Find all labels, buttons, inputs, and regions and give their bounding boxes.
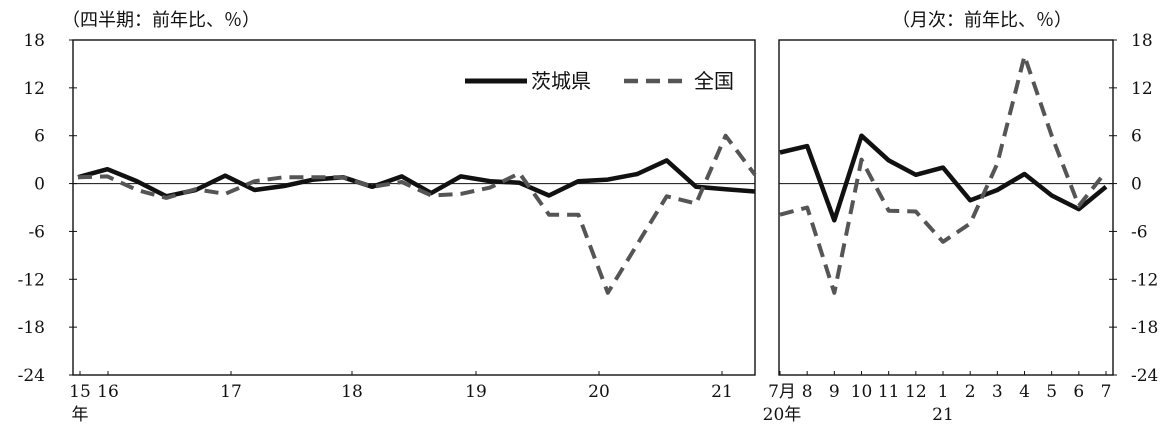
right-x-tick-label: 2 bbox=[965, 382, 976, 402]
left-x-tick-label: 19 bbox=[465, 382, 487, 402]
right-x-tick-label: 6 bbox=[1073, 382, 1084, 402]
right-y-tick-label: 12 bbox=[1131, 79, 1153, 99]
left-y-tick-label: -24 bbox=[18, 366, 45, 386]
right-unit-label: （月次：前年比、％） bbox=[892, 10, 1072, 31]
right-x-tick-label: 3 bbox=[992, 382, 1003, 402]
right-x-tick-label: 10 bbox=[851, 382, 873, 402]
left-x-unit-label: 年 bbox=[72, 405, 89, 425]
right-x-tick-label: 1 bbox=[938, 382, 949, 402]
left-x-tick-label: 20 bbox=[588, 382, 610, 402]
right-y-tick-label: 18 bbox=[1131, 31, 1153, 51]
right-y-tick-label: -12 bbox=[1131, 270, 1158, 290]
left-x-tick-label: 17 bbox=[220, 382, 242, 402]
left-x-tick-label: 18 bbox=[341, 382, 363, 402]
right-series-ibaraki-line bbox=[779, 133, 1108, 223]
right-y-tick-label: 6 bbox=[1131, 127, 1142, 147]
right-x-tick-label: 5 bbox=[1046, 382, 1057, 402]
left-x-tick-label: 21 bbox=[711, 382, 733, 402]
right-x-tick-label: 7月 bbox=[768, 382, 796, 402]
left-y-tick-label: -12 bbox=[18, 270, 45, 290]
right-plot-frame bbox=[778, 39, 1114, 376]
left-y-tick-label: 6 bbox=[34, 127, 45, 147]
legend-ibaraki-label: 茨城県 bbox=[531, 69, 591, 93]
left-series-ibaraki-line bbox=[77, 158, 756, 199]
left-plot-frame bbox=[72, 39, 756, 376]
left-series-national-line bbox=[77, 133, 757, 295]
right-y-tick-label: -18 bbox=[1131, 318, 1158, 338]
right-x-tick-label: 12 bbox=[905, 382, 927, 402]
left-y-tick-label: -18 bbox=[18, 318, 45, 338]
legend-national-label: 全国 bbox=[694, 69, 734, 93]
right-series-national-line bbox=[779, 54, 1108, 295]
right-y-tick-label: -6 bbox=[1131, 222, 1148, 242]
left-y-tick-label: 18 bbox=[23, 31, 45, 51]
left-y-tick-label: 12 bbox=[23, 79, 45, 99]
left-y-tick-label: -6 bbox=[28, 222, 45, 242]
right-y-tick-label: -24 bbox=[1131, 366, 1158, 386]
left-x-tick-label: 16 bbox=[97, 382, 119, 402]
left-unit-label: （四半期：前年比、％） bbox=[62, 10, 260, 31]
right-x-tick-label: 7 bbox=[1101, 382, 1112, 402]
right-x-tick-label: 8 bbox=[802, 382, 813, 402]
right-x-year-label: 20年 bbox=[763, 405, 802, 425]
right-x-tick-label: 4 bbox=[1019, 382, 1030, 402]
left-y-tick-label: 0 bbox=[34, 175, 45, 195]
left-x-tick-label: 15 bbox=[69, 382, 91, 402]
right-x-year-label: 21 bbox=[932, 405, 954, 425]
right-x-tick-label: 9 bbox=[829, 382, 840, 402]
right-x-tick-label: 11 bbox=[878, 382, 900, 402]
right-y-tick-label: 0 bbox=[1131, 175, 1142, 195]
